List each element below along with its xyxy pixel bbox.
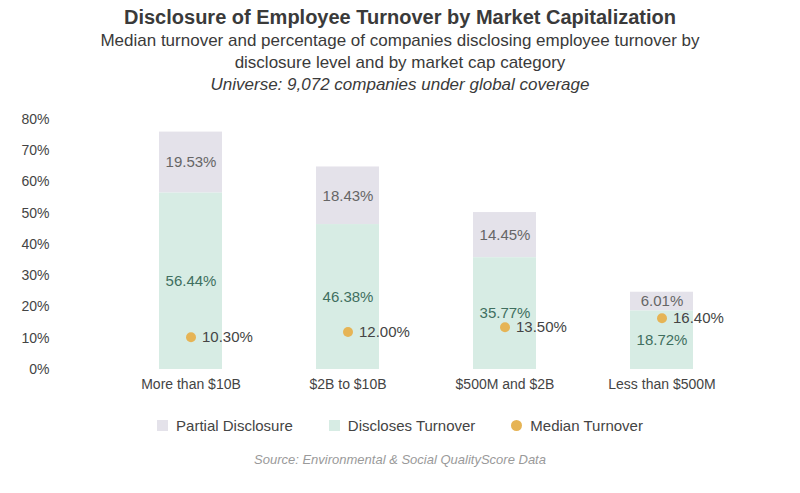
svg-text:$2B to $10B: $2B to $10B bbox=[309, 376, 386, 392]
html-text:Median Turnover: Median Turnover bbox=[530, 417, 643, 434]
svg-text:46.38%: 46.38% bbox=[323, 288, 374, 305]
svg-text:40%: 40% bbox=[21, 236, 49, 252]
svg-text:19.53%: 19.53% bbox=[166, 153, 217, 170]
svg-text:56.44%: 56.44% bbox=[166, 272, 217, 289]
svg-text:13.50%: 13.50% bbox=[516, 318, 567, 335]
html-text:Source: Environmental & Social: Source: Environmental & Social QualitySc… bbox=[254, 452, 546, 467]
html-text:Discloses Turnover: Discloses Turnover bbox=[347, 417, 476, 434]
svg-text:$500M and $2B: $500M and $2B bbox=[456, 376, 555, 392]
svg-text:20%: 20% bbox=[21, 298, 49, 314]
svg-text:30%: 30% bbox=[21, 267, 49, 283]
svg-text:12.00%: 12.00% bbox=[359, 323, 410, 340]
svg-text:10%: 10% bbox=[21, 330, 49, 346]
svg-text:80%: 80% bbox=[21, 111, 49, 127]
svg-text:70%: 70% bbox=[21, 142, 49, 158]
svg-text:18.72%: 18.72% bbox=[637, 331, 688, 348]
html-text:Disclosure of Employee Turnove: Disclosure of Employee Turnover by Marke… bbox=[124, 6, 676, 28]
svg-text:0%: 0% bbox=[29, 361, 49, 377]
html-text:Median turnover and percentage: Median turnover and percentage of compan… bbox=[100, 31, 700, 72]
svg-text:16.40%: 16.40% bbox=[673, 309, 724, 326]
svg-text:14.45%: 14.45% bbox=[480, 226, 531, 243]
svg-text:6.01%: 6.01% bbox=[641, 292, 684, 309]
svg-text:10.30%: 10.30% bbox=[202, 328, 253, 345]
svg-text:18.43%: 18.43% bbox=[323, 187, 374, 204]
svg-text:35.77%: 35.77% bbox=[479, 304, 531, 322]
svg-text:More than $10B: More than $10B bbox=[141, 376, 241, 392]
html-text:Partial Disclosure: Partial Disclosure bbox=[176, 417, 293, 434]
svg-text:50%: 50% bbox=[21, 205, 49, 221]
svg-text:60%: 60% bbox=[21, 173, 49, 189]
svg-text:Less than $500M: Less than $500M bbox=[608, 376, 715, 392]
html-text:Universe: 9,072 companies unde: Universe: 9,072 companies under global c… bbox=[210, 75, 590, 94]
